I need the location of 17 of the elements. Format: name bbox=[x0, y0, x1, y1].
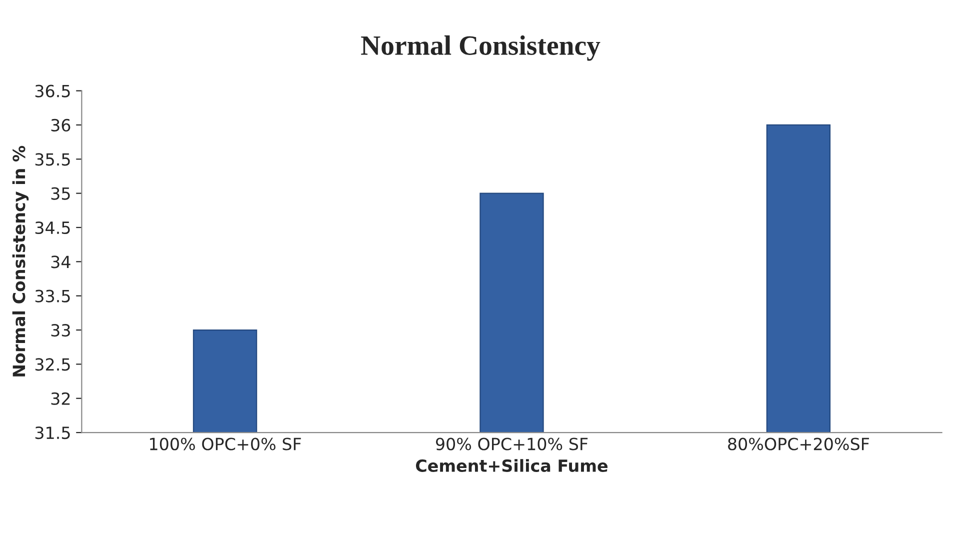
x-axis-title: Cement+Silica Fume bbox=[416, 459, 608, 472]
y-tick-label: 36 bbox=[51, 118, 70, 132]
x-tick-label: 100% OPC+0% SF bbox=[150, 438, 301, 450]
y-tick-label: 36.5 bbox=[35, 84, 70, 98]
y-tick-label: 35.5 bbox=[35, 153, 70, 166]
chart-title: Normal Consistency bbox=[361, 35, 600, 61]
y-tick-label: 34 bbox=[51, 256, 70, 268]
y-tick-label: 34.5 bbox=[35, 221, 70, 234]
y-tick-label: 32.5 bbox=[35, 358, 70, 371]
y-tick-label: 33 bbox=[51, 324, 70, 337]
x-tick-label: 80%OPC+20%SF bbox=[728, 438, 869, 450]
y-tick-label: 35 bbox=[51, 187, 70, 200]
x-tick-label: 90% OPC+10% SF bbox=[436, 438, 588, 450]
y-tick-label: 33.5 bbox=[35, 290, 70, 302]
y-axis-title: Normal Consistency in % bbox=[12, 146, 29, 376]
y-tick-label: 32 bbox=[51, 392, 70, 405]
y-tick-label: 31.5 bbox=[35, 426, 70, 440]
